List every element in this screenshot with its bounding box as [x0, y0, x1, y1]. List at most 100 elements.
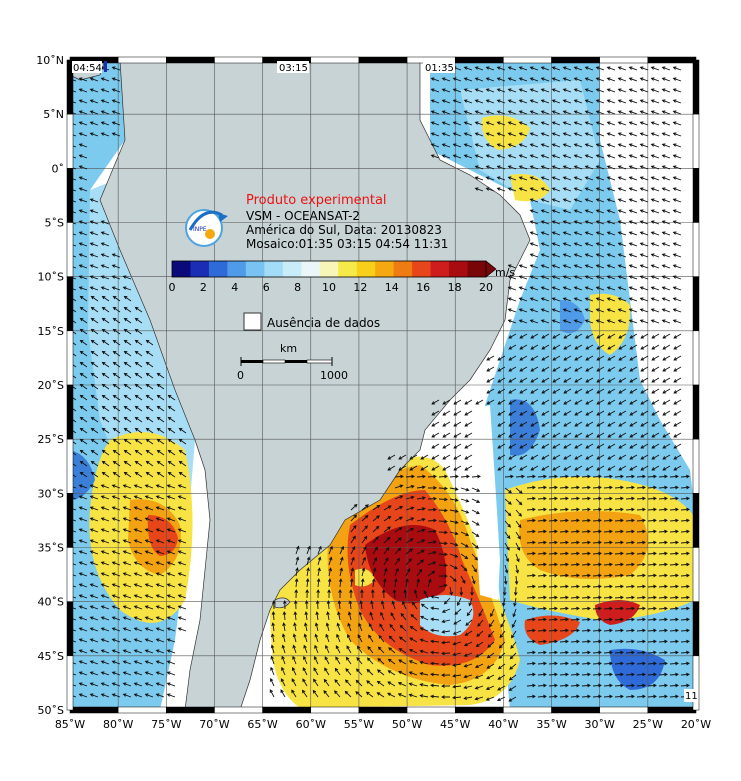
wind-arrow [650, 187, 660, 192]
wind-arrow [508, 685, 517, 691]
wind-arrow [474, 663, 484, 669]
wind-arrow [614, 518, 624, 523]
wind-arrow [614, 584, 624, 589]
wind-arrow [680, 672, 690, 677]
wind-arrow [463, 663, 473, 668]
wind-arrow [416, 528, 426, 533]
wind-arrow [584, 209, 594, 214]
wind-arrow [562, 132, 572, 137]
wind-arrow [606, 319, 616, 324]
wind-arrow [144, 682, 154, 687]
wind-arrow [661, 110, 671, 115]
wind-arrow [456, 597, 462, 607]
wind-arrow [475, 641, 484, 648]
wind-arrow [603, 562, 613, 567]
wind-arrow [144, 627, 154, 632]
wind-arrow [504, 520, 511, 528]
wind-arrow [166, 539, 176, 544]
wind-arrow [144, 528, 154, 533]
wind-arrow [438, 563, 448, 568]
wind-arrow [552, 465, 561, 471]
wind-arrow [420, 465, 429, 471]
wind-arrow [628, 66, 638, 71]
wind-arrow [669, 529, 679, 534]
wind-arrow [625, 661, 635, 666]
wind-arrow [323, 678, 330, 687]
wind-arrow [144, 660, 154, 665]
wind-arrow [112, 350, 121, 357]
wind-arrow [526, 540, 536, 545]
wind-arrow [650, 264, 660, 269]
wind-arrow [625, 639, 635, 644]
wind-arrow [584, 297, 594, 302]
wind-arrow [606, 297, 616, 302]
wind-arrow [519, 465, 528, 471]
wind-arrow [552, 432, 561, 438]
frame-tick-segment [358, 706, 408, 714]
wind-arrow [78, 638, 88, 643]
wind-arrow [327, 578, 332, 588]
wind-arrow [303, 655, 308, 665]
wind-arrow [405, 517, 415, 522]
wind-arrow [603, 628, 613, 633]
wind-arrow [443, 597, 451, 605]
wind-arrow [518, 121, 528, 126]
frame-tick-segment [692, 113, 700, 169]
wind-arrow [453, 421, 462, 427]
wind-arrow [606, 198, 616, 203]
wind-arrow [551, 176, 561, 181]
wind-arrow [90, 339, 99, 346]
wind-arrow [658, 683, 668, 688]
wind-arrow [661, 209, 671, 214]
wind-arrow [292, 644, 297, 654]
wind-arrow [552, 377, 561, 383]
wind-arrow [166, 561, 176, 566]
wind-arrow [441, 684, 451, 688]
wind-arrow [595, 209, 605, 214]
wind-arrow [559, 639, 569, 644]
wind-arrow [441, 673, 451, 677]
wind-arrow [551, 121, 561, 126]
wind-arrow [617, 77, 627, 82]
wind-arrow [526, 672, 536, 677]
wind-arrow [123, 317, 132, 324]
wind-arrow [669, 650, 679, 655]
wind-arrow [548, 639, 558, 644]
wind-arrow [551, 88, 561, 93]
scale-end: 1000 [320, 369, 348, 382]
wind-arrow [636, 661, 646, 666]
wind-arrow [430, 121, 440, 126]
wind-arrow [585, 443, 594, 449]
wind-arrow [468, 597, 473, 607]
wind-arrow [145, 471, 154, 478]
wind-arrow [355, 679, 363, 687]
lat-tick-label: 25˚S [38, 433, 64, 446]
wind-arrow [562, 198, 572, 203]
wind-arrow [673, 465, 682, 471]
wind-arrow [460, 564, 468, 572]
wind-arrow [112, 471, 121, 478]
wind-arrow [111, 264, 121, 269]
wind-arrow [350, 567, 355, 577]
wind-arrow [636, 562, 646, 567]
wind-arrow [581, 617, 591, 622]
wind-arrow [78, 594, 88, 599]
wind-arrow [497, 465, 506, 471]
wind-arrow [463, 77, 473, 82]
wind-arrow [155, 594, 165, 599]
wind-arrow [485, 154, 495, 159]
wind-arrow [518, 132, 528, 137]
wind-arrow [112, 361, 121, 368]
wind-arrow [291, 678, 297, 687]
wind-arrow [167, 460, 176, 467]
wind-arrow [133, 583, 143, 588]
wind-arrow [427, 529, 437, 534]
wind-arrow [650, 110, 660, 115]
wind-arrow [541, 432, 550, 438]
wind-arrow [629, 421, 638, 427]
wind-arrow [361, 525, 368, 533]
wind-arrow [540, 165, 550, 170]
wind-arrow [487, 641, 495, 648]
wind-arrow [112, 383, 121, 390]
wind-arrow [651, 399, 660, 405]
